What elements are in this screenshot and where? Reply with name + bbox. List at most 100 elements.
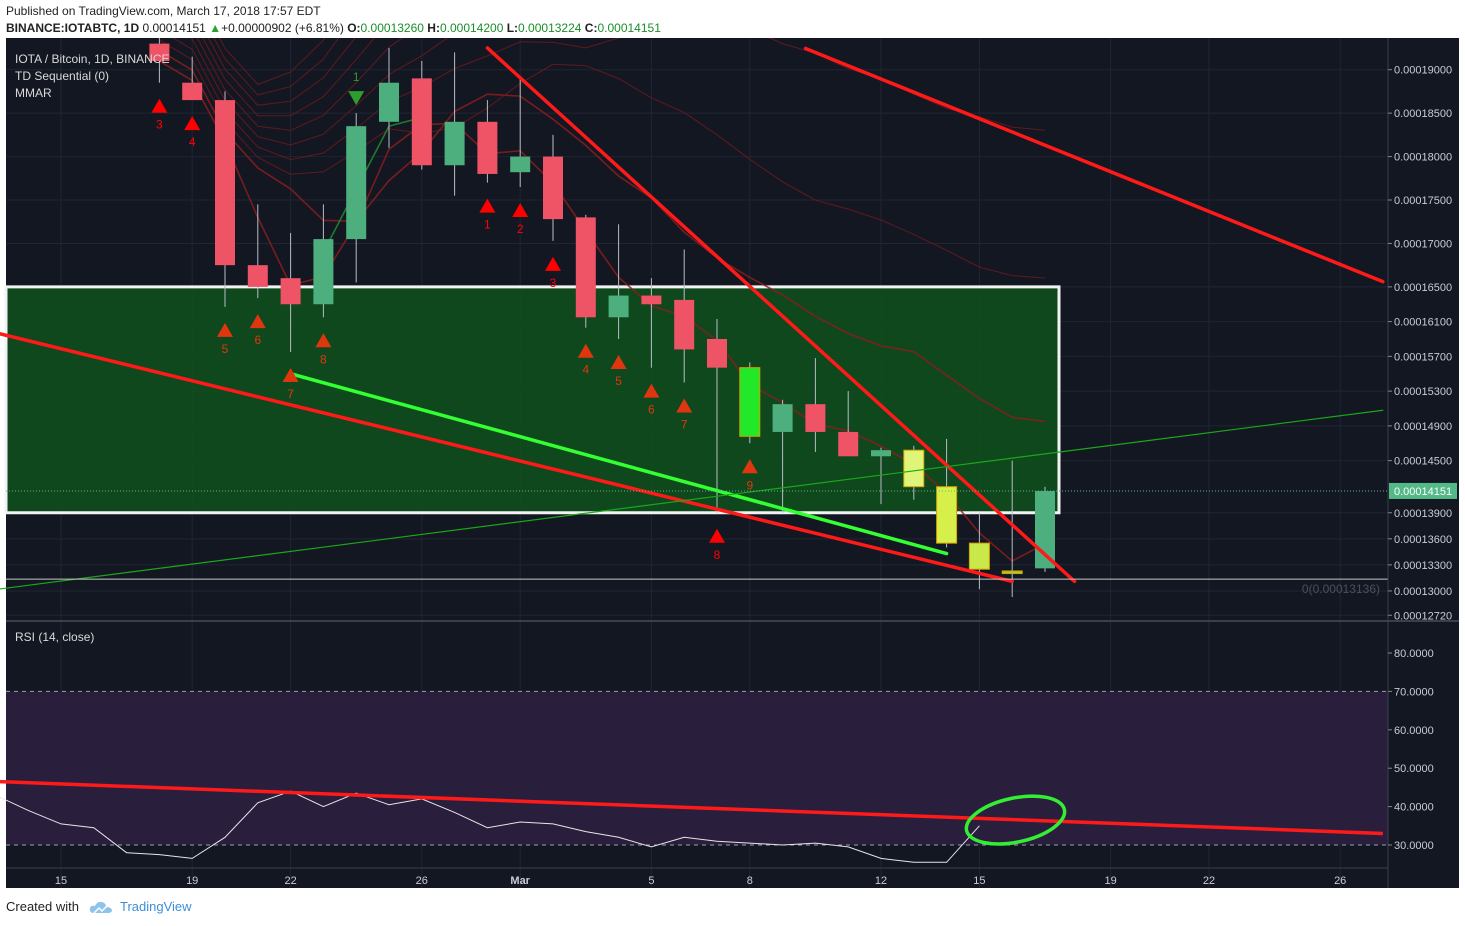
candle (674, 249, 695, 383)
candle (805, 358, 826, 452)
candle-body (444, 121, 465, 166)
last-price-tag-label: 0.00014151 (1394, 486, 1452, 498)
candle (543, 134, 563, 241)
candle-body (608, 295, 629, 318)
trendlines: 0(0.00013136) (0, 46, 1388, 596)
symbol-label: BINANCE:IOTABTC, 1D (6, 21, 140, 35)
candle-body (280, 278, 301, 305)
mmar-line (202, 38, 375, 117)
candle-body (903, 449, 925, 488)
td-count-label: 9 (746, 478, 753, 492)
candle-body (707, 339, 727, 368)
mmar-line (159, 39, 1046, 279)
td-sequential-legend: TD Sequential (0) (15, 69, 110, 83)
rsi-trendline (0, 779, 1383, 836)
td-buy-marker (217, 322, 233, 337)
price-tick-label: 0.00016500 (1394, 282, 1452, 294)
candle (313, 204, 334, 318)
candle-body (575, 217, 596, 318)
green-accumulation-zone (6, 286, 1059, 513)
trendline (485, 46, 1077, 584)
mmar-line (158, 49, 1046, 423)
rsi-tick-label: 30.0000 (1394, 840, 1434, 852)
candle-body (936, 486, 958, 544)
time-tick-label: 22 (1203, 875, 1215, 887)
candle (215, 91, 235, 307)
time-tick-label: 26 (416, 875, 428, 887)
candle (182, 56, 203, 101)
td-buy-marker (709, 528, 725, 543)
td-count-label: 8 (320, 352, 327, 366)
time-tick-label: 19 (186, 875, 198, 887)
green-zone-border (4, 285, 1061, 515)
axes: 0.00019000 0.00018500 0.00018000 0.00017500… (6, 38, 1457, 888)
time-tick-label: 22 (284, 875, 296, 887)
mmar-line (196, 38, 404, 131)
candle-body (968, 542, 990, 570)
candle-body (772, 404, 793, 432)
td-markers: 3 4 5 6 7 8 1 2 3 4 5 6 7 8 9 1 (151, 70, 758, 562)
td-buy-marker (577, 343, 594, 358)
candle (968, 512, 990, 590)
footer: Created with TradingView (6, 899, 192, 914)
symbol-ohlc-line: BINANCE:IOTABTC, 1D 0.00014151 ▲+0.00000… (6, 21, 661, 35)
tradingview-link[interactable]: TradingView (120, 899, 192, 914)
candle (707, 319, 727, 513)
td-sell-marker (348, 91, 365, 106)
mmar-line (213, 38, 340, 96)
rsi-line (0, 790, 980, 863)
candle-body (641, 295, 662, 305)
high-label: H: (427, 21, 440, 35)
td-buy-marker (315, 333, 332, 348)
mmar-line (218, 38, 326, 86)
rsi-pane (0, 620, 1459, 863)
td-count-label: 8 (714, 548, 721, 562)
candle (575, 214, 596, 328)
td-buy-marker (643, 383, 660, 398)
trendline (0, 409, 1384, 590)
candle-body (510, 156, 531, 173)
price-tick-label: 0.00019000 (1394, 65, 1452, 77)
candle (936, 438, 958, 548)
time-tick-label: 26 (1334, 875, 1346, 887)
time-tick-label: 15 (55, 875, 67, 887)
candle-body (379, 82, 399, 122)
price-tick-label: 0.00015300 (1394, 386, 1452, 398)
td-buy-marker (545, 256, 561, 271)
time-tick-label: 8 (747, 875, 753, 887)
candle (641, 278, 662, 368)
arrow-up-icon: ▲ (209, 21, 222, 35)
candle-body (805, 404, 826, 432)
mmar-legend: MMAR (15, 86, 52, 100)
price-tick-label: 0.00013300 (1394, 560, 1452, 572)
published-line: Published on TradingView.com, March 17, … (6, 4, 321, 18)
td-count-label: 7 (681, 417, 688, 431)
td-buy-marker (184, 116, 201, 131)
created-with-label: Created with (6, 899, 79, 914)
rsi-tick-label: 70.0000 (1394, 686, 1434, 698)
price-tick-label: 0.00017500 (1394, 195, 1452, 207)
candle (608, 224, 629, 339)
candle-body (477, 121, 498, 174)
green-zone-layer (4, 285, 1061, 515)
price-tick-label: 0.00013600 (1394, 534, 1452, 546)
candle (477, 100, 498, 183)
candle (411, 61, 432, 170)
candle-body (411, 78, 432, 166)
time-tick-label: 19 (1104, 875, 1116, 887)
candle (280, 233, 301, 353)
candles (149, 38, 1055, 598)
candle-body (1001, 570, 1023, 575)
td-count-label: 6 (254, 333, 261, 347)
candle (772, 399, 793, 513)
candle (510, 78, 531, 187)
close-label: C: (584, 21, 598, 35)
price-tick-label: 0.00018500 (1394, 108, 1452, 120)
td-buy-marker (249, 314, 266, 329)
price-tick-label: 0.00014900 (1394, 421, 1452, 433)
candle (838, 391, 859, 457)
mmar-line (158, 60, 1046, 563)
price-tick-label: 0.00016100 (1394, 317, 1452, 329)
td-sell-label: 1 (353, 70, 360, 84)
